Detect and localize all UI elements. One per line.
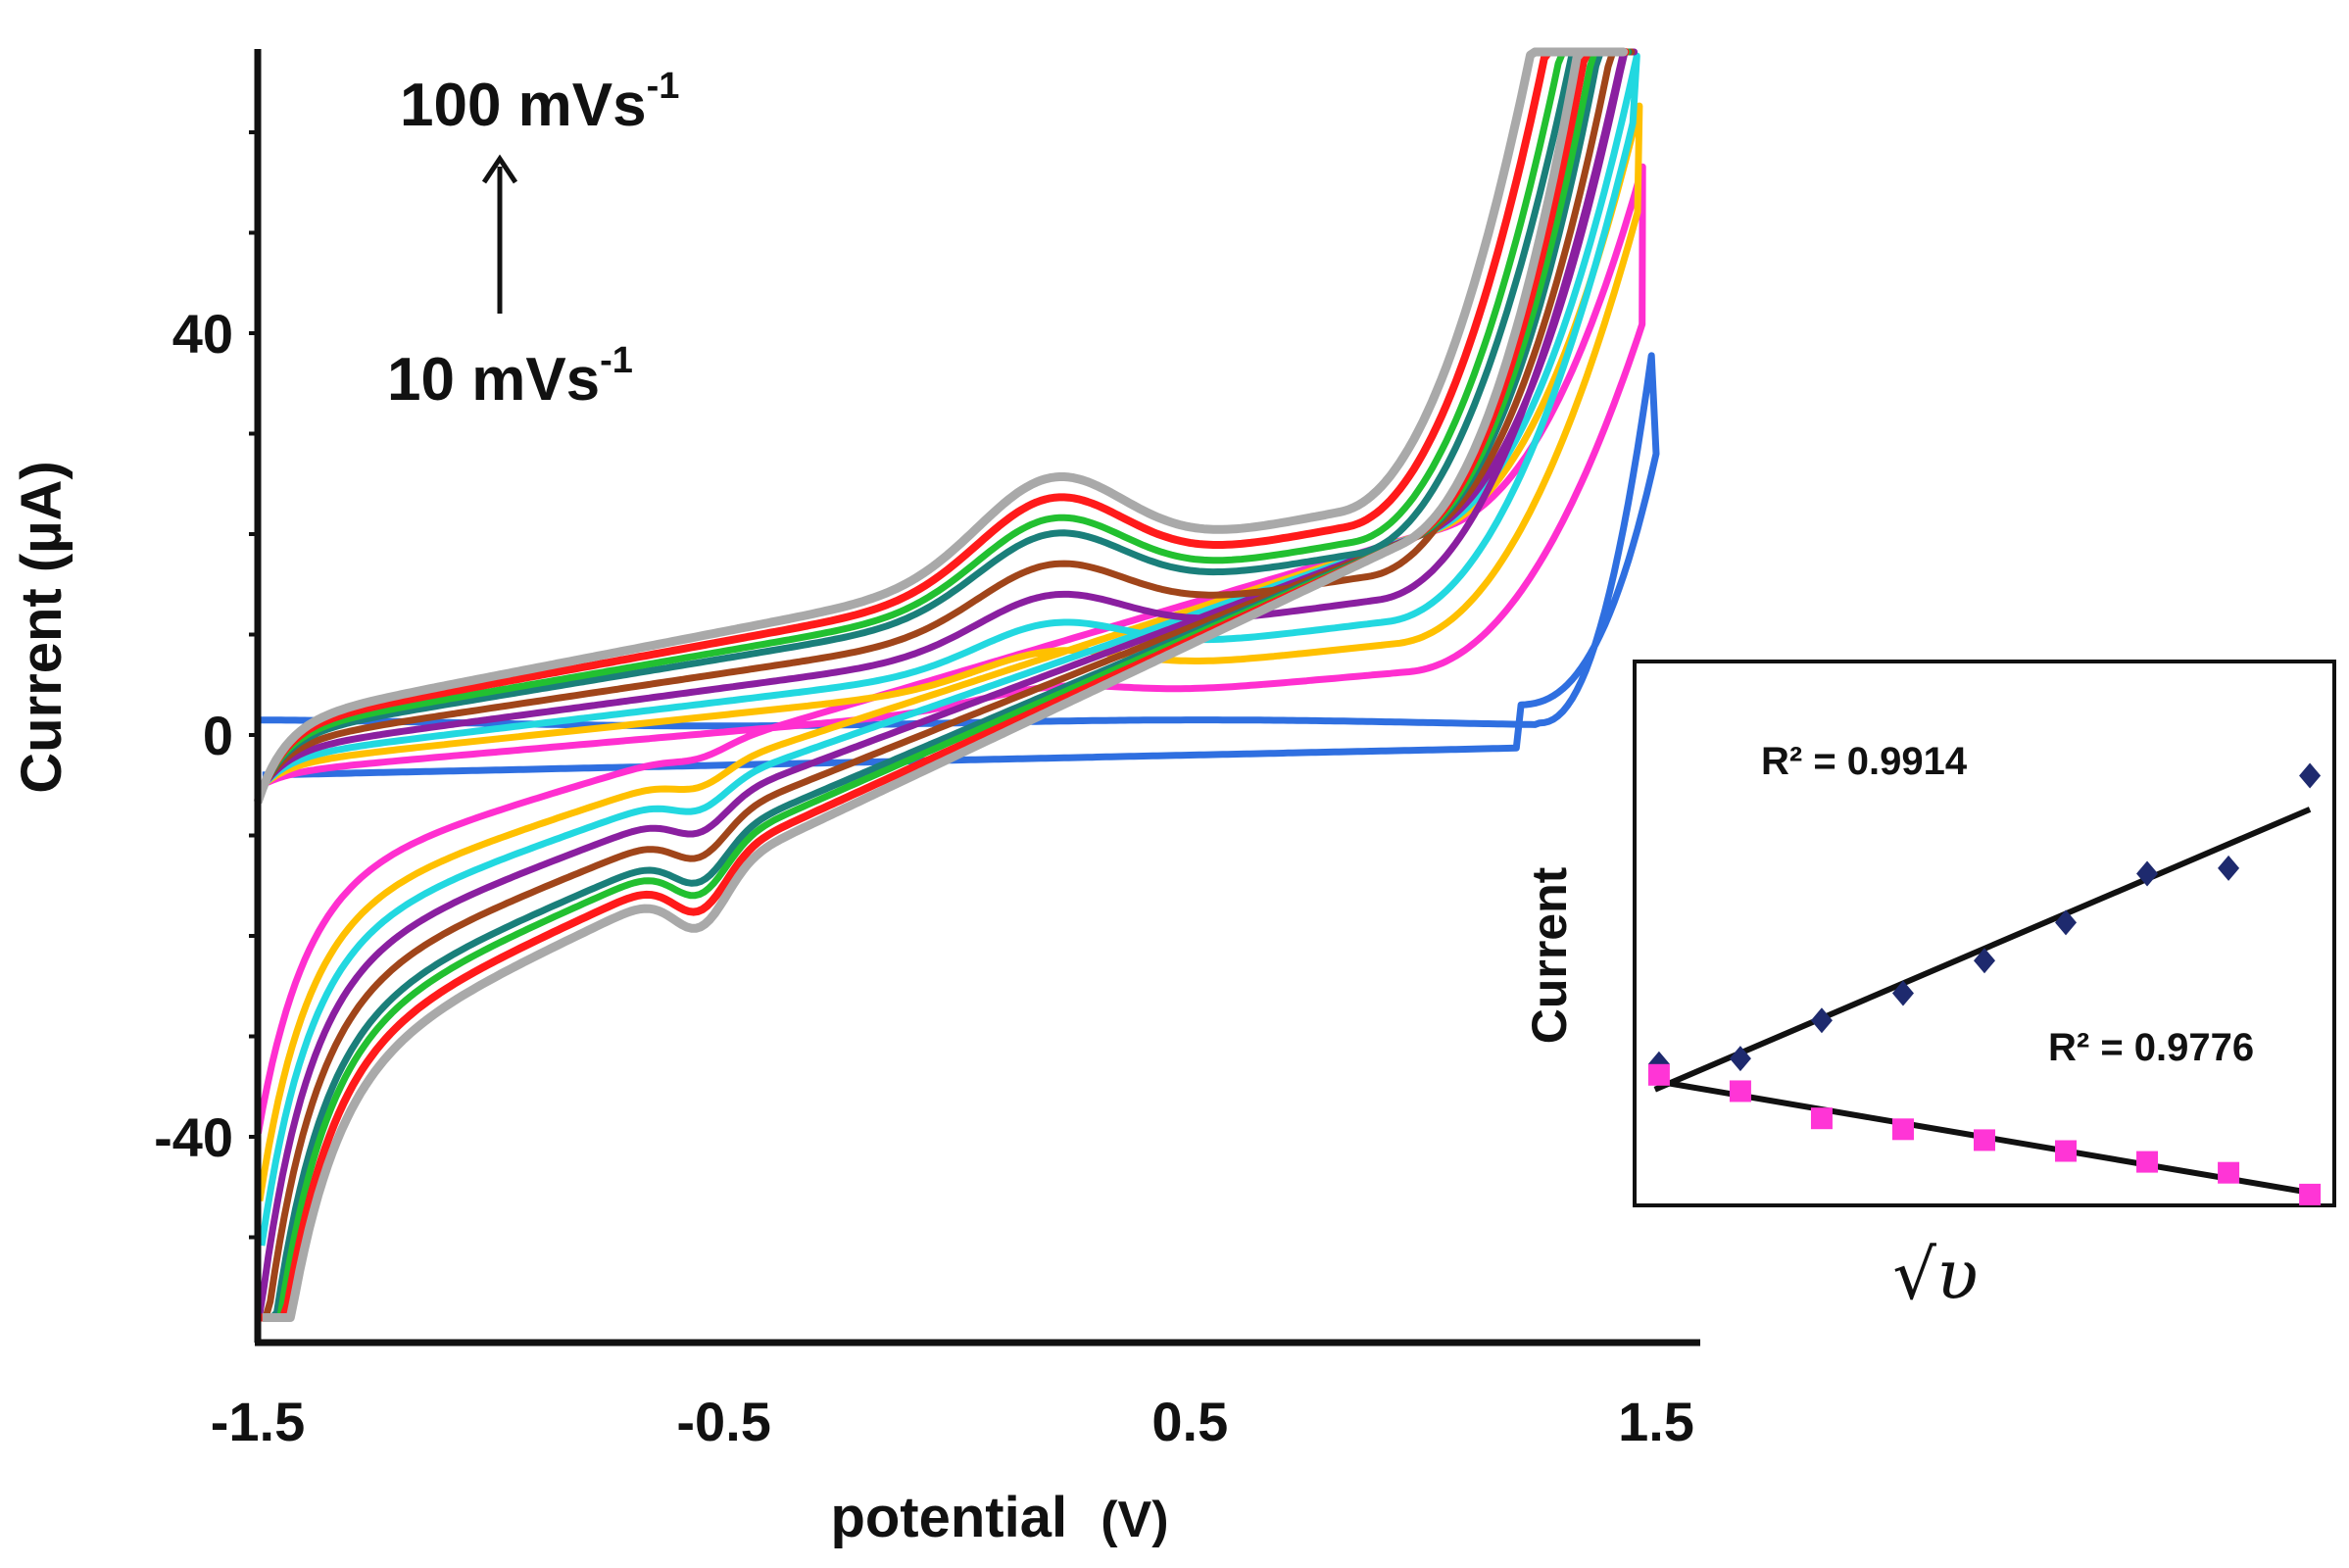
inset-point-anodic xyxy=(2218,855,2240,881)
y-tick-label: 0 xyxy=(203,705,233,766)
inset-r2-anodic: R² = 0.9914 xyxy=(1761,740,1968,783)
inset-point-cathodic xyxy=(1729,1080,1751,1102)
annotation-bottom-rate-text: 10 mVs xyxy=(387,346,600,414)
x-tick-label: 0.5 xyxy=(1151,1391,1228,1452)
inset-point-cathodic xyxy=(1891,1118,1914,1141)
y-minor-ticks xyxy=(249,130,258,1240)
annotation-bottom-exponent: -1 xyxy=(600,340,633,381)
inset-plot: R² = 0.9914 R² = 0.9776 xyxy=(1633,660,2336,1207)
inset-point-cathodic xyxy=(2218,1161,2240,1184)
x-axis-title: potential (V) xyxy=(830,1486,1168,1549)
annotation-top-rate-text: 100 mVs xyxy=(400,72,647,139)
inset-frame xyxy=(1633,660,2336,1207)
cv-curve-10-mV-s xyxy=(258,352,1660,779)
inset-y-axis-title: Current xyxy=(1522,866,1577,1044)
x-tick-label: -1.5 xyxy=(211,1391,306,1452)
x-tick-label: -0.5 xyxy=(676,1391,771,1452)
cv-curve-30-mV-s xyxy=(255,102,1643,1201)
y-tick-label: 40 xyxy=(172,303,233,365)
inset-point-anodic xyxy=(1891,980,1914,1006)
inset-point-anodic xyxy=(2299,762,2322,789)
x-axis-unit: (V) xyxy=(1101,1492,1168,1548)
scan-rate-arrow-head xyxy=(481,154,518,184)
inset-r2-cathodic: R² = 0.9776 xyxy=(2048,1026,2254,1069)
inset-point-cathodic xyxy=(2055,1140,2078,1162)
y-tick-label: -40 xyxy=(154,1106,233,1168)
inset-fit-line-anodic xyxy=(1653,807,2312,1093)
y-tick-labels: 40 0 -40 xyxy=(154,303,233,1168)
inset-content xyxy=(1647,762,2322,1205)
x-axis-label: potential xyxy=(830,1486,1067,1549)
inset-point-cathodic xyxy=(1974,1129,1995,1152)
inset-point-anodic xyxy=(2136,860,2159,887)
inset-point-cathodic xyxy=(1810,1107,1833,1130)
inset-x-axis-title: √υ xyxy=(1892,1235,1978,1315)
cv-curve-100-mV-s xyxy=(253,47,1629,1322)
annotation-top-rate: 100 mVs-1 xyxy=(400,66,679,139)
inset-point-anodic xyxy=(2055,909,2078,936)
inset-point-cathodic xyxy=(2299,1183,2322,1205)
x-tick-label: 1.5 xyxy=(1618,1391,1694,1452)
cv-curve-20-mV-s xyxy=(255,163,1646,1134)
inset-point-anodic xyxy=(1729,1046,1751,1072)
x-tick-labels: -1.5 -0.5 0.5 1.5 xyxy=(211,1391,1694,1452)
cv-curve-40-mV-s xyxy=(255,52,1640,1247)
cv-curves xyxy=(253,47,1660,1322)
inset-point-cathodic xyxy=(2136,1151,2159,1173)
annotation-top-exponent: -1 xyxy=(647,66,680,107)
inset-point-anodic xyxy=(1810,1007,1833,1034)
annotation-bottom-rate: 10 mVs-1 xyxy=(387,340,633,414)
inset-point-anodic xyxy=(1974,948,1995,974)
inset-point-cathodic xyxy=(1647,1063,1670,1086)
y-axis-title: Current (µA) xyxy=(10,461,73,794)
